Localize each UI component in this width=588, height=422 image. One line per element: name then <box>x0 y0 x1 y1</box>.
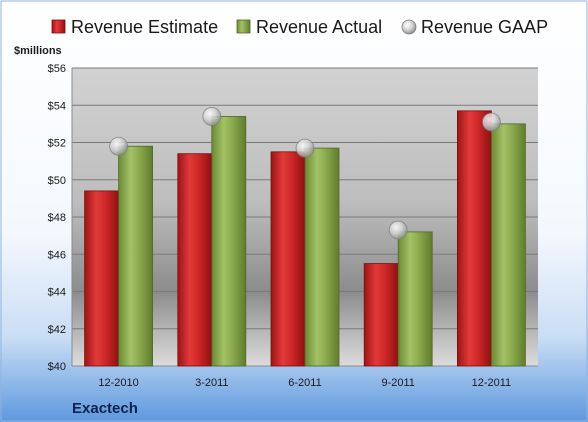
legend-gaap: Revenue GAAP <box>401 17 548 37</box>
y-axis-unit-label: $millions <box>14 45 62 57</box>
y-axis-ticks: $40 $42 $44 $46 $48 $50 $52 $54 $56 <box>48 63 66 373</box>
estimate-bar <box>456 110 492 367</box>
y-tick-label: $48 <box>48 212 66 224</box>
actual-bar <box>304 147 340 367</box>
y-tick-label: $56 <box>48 63 66 75</box>
y-tick-label: $42 <box>48 324 66 336</box>
gaap-marker <box>295 138 315 158</box>
legend-estimate: Revenue Estimate <box>51 17 218 37</box>
x-tick-label: 12-2010 <box>98 377 138 389</box>
x-tick-label: 9-2011 <box>381 377 414 389</box>
y-tick-label: $54 <box>48 100 66 112</box>
estimate-bar <box>363 263 399 367</box>
estimate-bar <box>177 153 213 367</box>
gaap-markers <box>109 107 501 240</box>
y-tick-label: $52 <box>48 138 66 150</box>
actual-bar <box>118 145 153 367</box>
gaap-marker <box>202 107 222 126</box>
x-tick-label: 12-2011 <box>472 377 512 389</box>
company-name: Exactech <box>72 400 138 417</box>
legend: Revenue Estimate Revenue Actual Revenue GA… <box>51 17 548 37</box>
gaap-marker <box>109 136 128 156</box>
estimate-bar <box>84 190 119 367</box>
y-tick-label: $40 <box>48 361 66 373</box>
legend-swatch <box>236 19 251 34</box>
actual-bar <box>211 116 247 367</box>
legend-swatch <box>401 19 417 35</box>
gaap-marker <box>388 220 408 240</box>
legend-label: Revenue GAAP <box>421 17 548 37</box>
y-tick-label: $50 <box>48 175 66 187</box>
legend-label: Revenue Actual <box>256 17 382 37</box>
x-tick-label: 3-2011 <box>195 377 228 389</box>
x-axis-ticks: 12-2010 3-2011 6-2011 9-2011 12-2011 <box>98 377 511 389</box>
legend-label: Revenue Estimate <box>71 17 218 37</box>
legend-swatch <box>51 19 66 34</box>
actual-bar <box>397 231 433 367</box>
gaap-marker <box>481 112 501 132</box>
x-tick-label: 6-2011 <box>288 377 321 389</box>
estimate-bar <box>270 151 306 367</box>
y-tick-label: $44 <box>48 287 66 299</box>
actual-bar <box>490 123 526 367</box>
y-tick-label: $46 <box>48 249 66 261</box>
legend-actual: Revenue Actual <box>236 17 382 37</box>
bars <box>84 110 526 367</box>
